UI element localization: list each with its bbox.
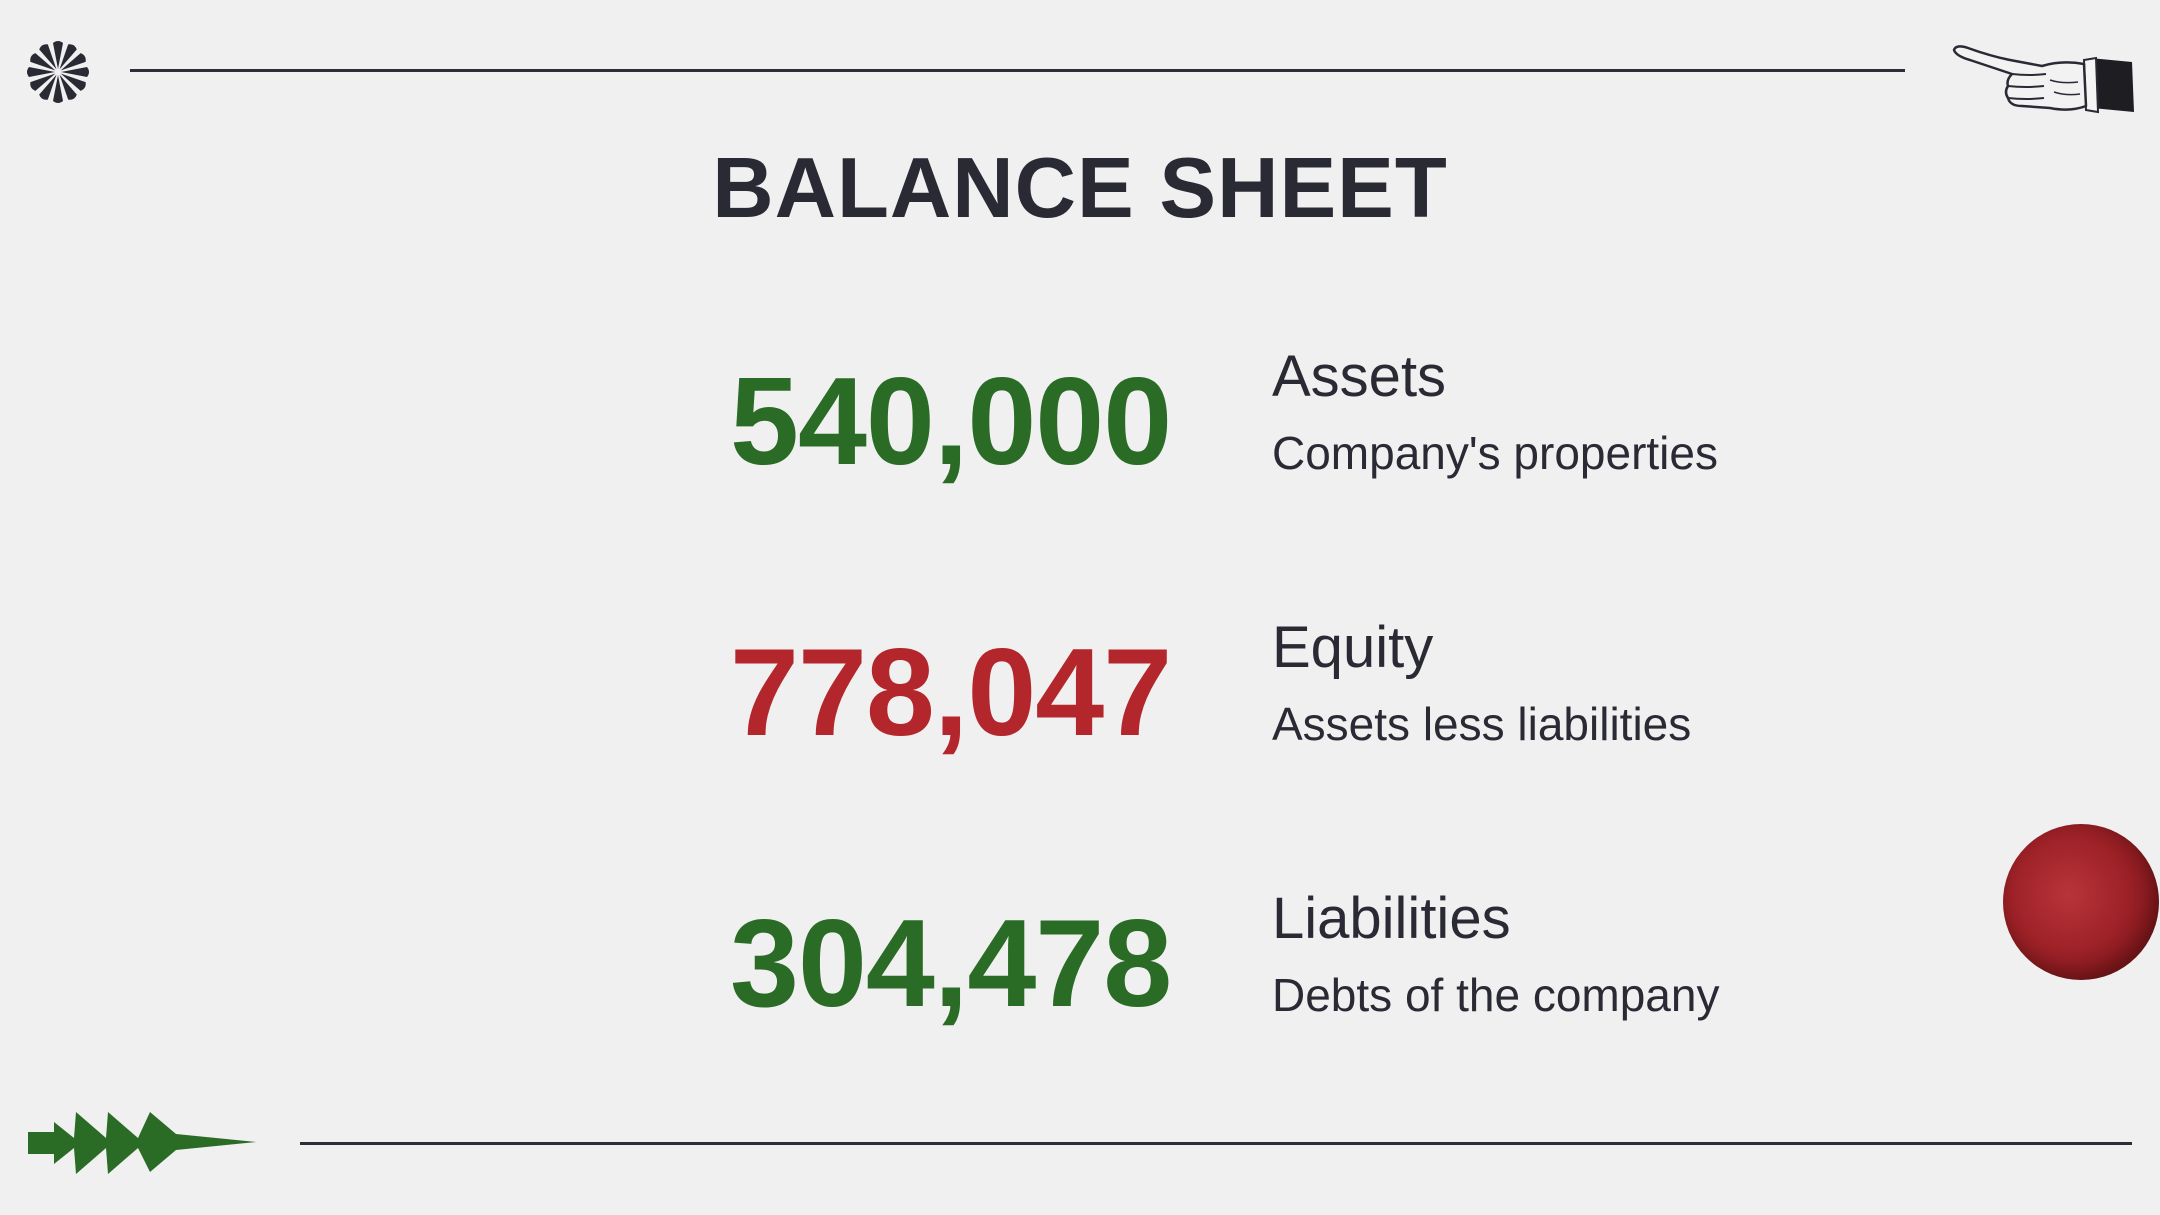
bottom-divider-line [300, 1142, 2132, 1145]
page-title-text: BALANCE SHEET [712, 141, 1448, 236]
equity-label: Equity [1272, 615, 1434, 680]
asterisk-flower-icon [27, 41, 89, 103]
liabilities-label: Liabilities [1272, 886, 1511, 951]
green-arrow-icon [28, 1112, 256, 1174]
liabilities-description: Debts of the company [1272, 969, 1720, 1021]
equity-description: Assets less liabilities [1272, 698, 1692, 750]
assets-value: 540,000 [730, 353, 1172, 491]
assets-description: Company's properties [1272, 427, 1718, 479]
assets-label: Assets [1272, 344, 1447, 409]
top-divider-line [130, 69, 1905, 72]
red-ball-icon [2003, 824, 2159, 980]
liabilities-value: 304,478 [730, 895, 1172, 1033]
page-title: BALANCE SHEET [0, 140, 2160, 238]
pointing-hand-icon [1952, 45, 2134, 114]
equity-value: 778,047 [730, 624, 1172, 762]
